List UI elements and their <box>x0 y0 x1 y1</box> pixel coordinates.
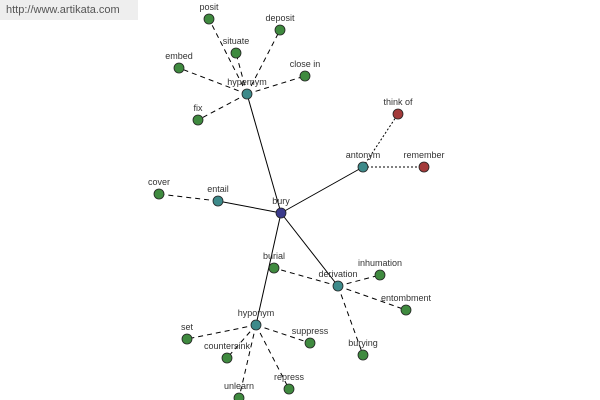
node <box>241 88 253 100</box>
node-label: suppress <box>292 326 329 336</box>
edge <box>273 267 339 287</box>
node <box>400 304 412 316</box>
node <box>203 13 215 25</box>
node-label: antonym <box>346 150 381 160</box>
node-label: entombment <box>381 293 432 303</box>
edge <box>235 52 248 95</box>
node <box>332 280 344 292</box>
edge <box>238 324 257 399</box>
edge <box>178 67 248 95</box>
node-label: situate <box>223 36 250 46</box>
node <box>304 337 316 349</box>
node <box>392 108 404 120</box>
edge <box>246 93 282 214</box>
edge <box>246 29 281 95</box>
edge <box>280 212 339 287</box>
edge <box>255 212 282 326</box>
edge <box>337 285 407 311</box>
node <box>153 188 165 200</box>
node <box>268 262 280 274</box>
node <box>181 333 193 345</box>
node-label: set <box>181 322 194 332</box>
node <box>374 269 386 281</box>
node <box>357 349 369 361</box>
node-label: derivation <box>318 269 357 279</box>
node <box>192 114 204 126</box>
node <box>275 207 287 219</box>
node-label: burial <box>263 251 285 261</box>
node <box>299 70 311 82</box>
node <box>212 195 224 207</box>
node-label: countersink <box>204 341 251 351</box>
edge <box>337 274 381 287</box>
node <box>233 392 245 400</box>
node <box>418 161 430 173</box>
node-label: bury <box>272 196 290 206</box>
site-link[interactable]: http://www.artikata.com <box>0 0 138 20</box>
node-label: fix <box>194 103 204 113</box>
node-label: cover <box>148 177 170 187</box>
edge <box>280 166 364 214</box>
edge <box>362 113 399 168</box>
node-label: unlearn <box>224 381 254 391</box>
node-label: hyponym <box>238 308 275 318</box>
edge <box>255 324 290 390</box>
node-label: think of <box>383 97 413 107</box>
node <box>357 161 369 173</box>
node-label: embed <box>165 51 193 61</box>
node <box>173 62 185 74</box>
edge <box>246 75 306 95</box>
node-label: entail <box>207 184 229 194</box>
node <box>250 319 262 331</box>
node <box>274 24 286 36</box>
edge <box>217 200 282 214</box>
edge <box>337 285 364 356</box>
node-label: hypernym <box>227 77 267 87</box>
node-label: deposit <box>265 13 295 23</box>
node <box>221 352 233 364</box>
node-label: posit <box>199 2 219 12</box>
edge <box>197 93 248 121</box>
node-label: remember <box>403 150 444 160</box>
edge <box>158 193 219 202</box>
edge <box>255 324 311 344</box>
node-label: repress <box>274 372 305 382</box>
node <box>283 383 295 395</box>
node-label: inhumation <box>358 258 402 268</box>
node-label: burying <box>348 338 378 348</box>
edge <box>226 324 257 359</box>
edge <box>186 324 257 340</box>
node-label: close in <box>290 59 321 69</box>
node <box>230 47 242 59</box>
